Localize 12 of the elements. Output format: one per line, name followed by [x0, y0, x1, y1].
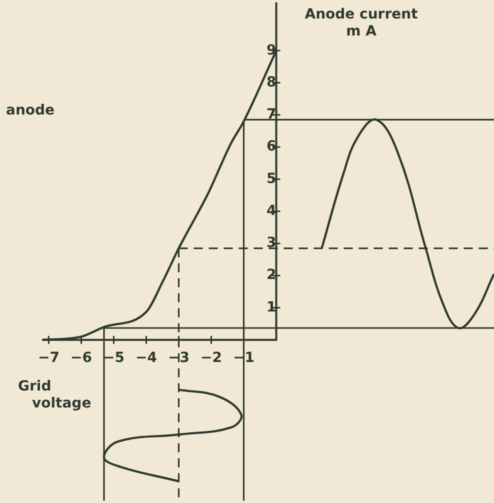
y-tick-label: 1 [266, 299, 276, 316]
x-tick-label: −4 [136, 350, 158, 366]
x-tick-label: −6 [70, 350, 92, 366]
x-tick-label: −7 [38, 350, 60, 366]
y-axis-title: Anode current m A [304, 6, 418, 40]
x-axis-title: Grid voltage [18, 378, 92, 412]
x-tick-label: −2 [200, 350, 222, 366]
y-tick-label: 7 [266, 106, 276, 123]
y-tick-label: 6 [266, 138, 276, 155]
y-tick-label: 2 [266, 267, 276, 284]
y-tick-label: 9 [266, 42, 276, 58]
annotation: anode [6, 102, 55, 119]
